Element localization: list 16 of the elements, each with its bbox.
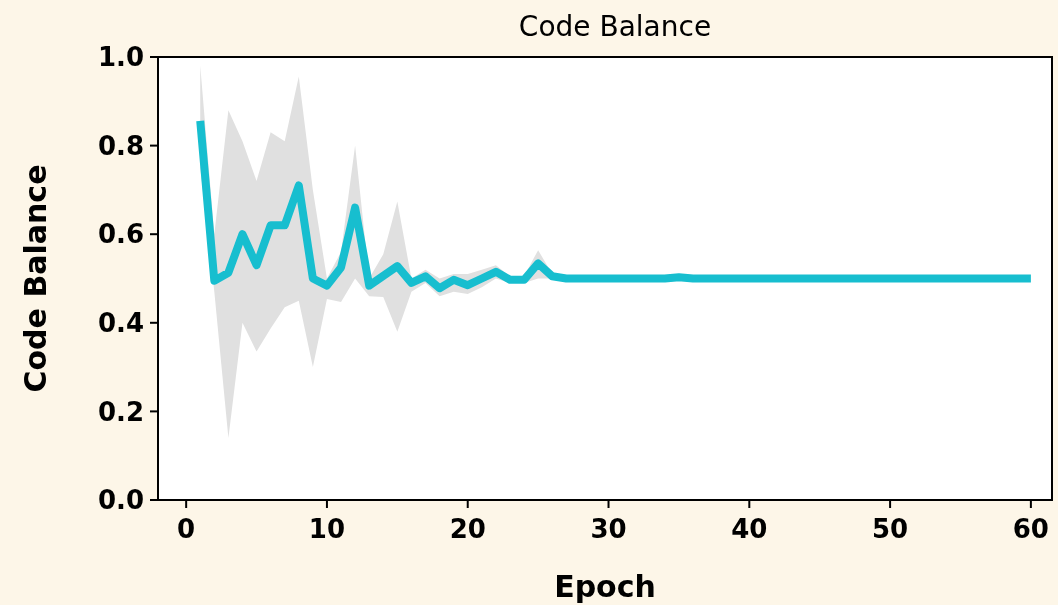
y-tick-label: 1.0	[97, 42, 144, 73]
y-axis-title: Code Balance	[18, 164, 53, 393]
y-tick-label: 0.4	[97, 307, 144, 338]
x-tick-label: 40	[731, 514, 768, 544]
y-tick-label: 0.0	[97, 485, 144, 516]
x-tick-label: 0	[177, 514, 196, 544]
x-tick-label: 30	[590, 514, 627, 544]
x-tick-label: 50	[872, 514, 909, 544]
y-tick-label: 0.6	[97, 219, 144, 250]
x-axis-title: Epoch	[554, 569, 656, 604]
y-tick-label: 0.8	[97, 130, 144, 161]
chart-title: Code Balance	[518, 10, 712, 43]
x-tick-label: 10	[308, 514, 346, 544]
y-tick-label: 0.2	[97, 396, 144, 427]
x-tick-label: 60	[1012, 514, 1049, 544]
x-tick-label: 20	[449, 514, 486, 544]
